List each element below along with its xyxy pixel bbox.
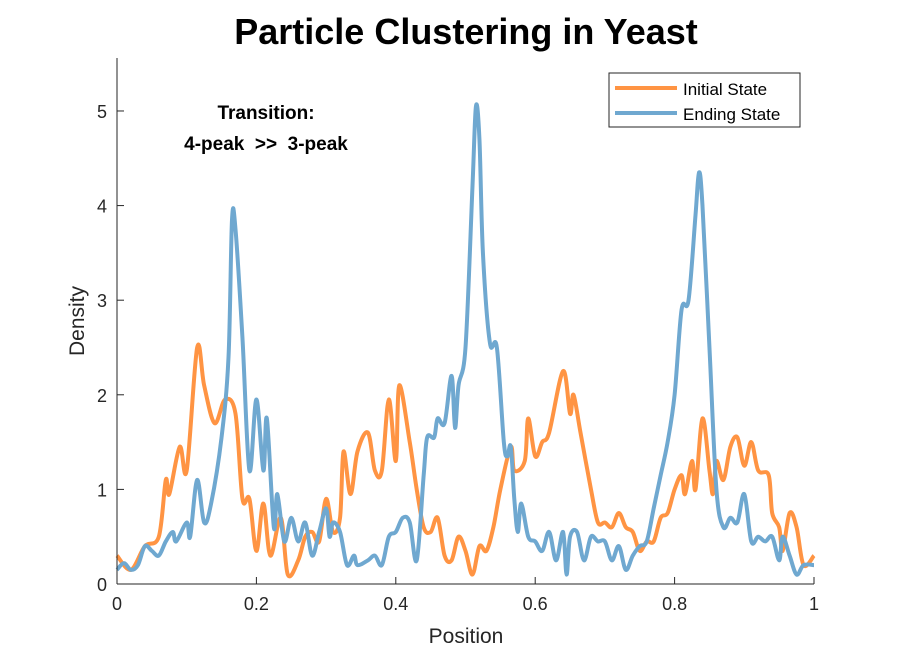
x-tick-label: 0.6	[523, 594, 548, 614]
x-tick-label: 1	[809, 594, 819, 614]
chart-title: Particle Clustering in Yeast	[234, 11, 698, 52]
legend-label-ending-state: Ending State	[683, 105, 780, 124]
legend: Initial State Ending State	[608, 72, 801, 128]
x-tick-label: 0.4	[383, 594, 408, 614]
annotation-line-2: 4-peak >> 3-peak	[184, 134, 348, 155]
legend-label-initial-state: Initial State	[683, 80, 767, 99]
x-axis-label: Position	[429, 625, 504, 648]
x-tick-label: 0.2	[244, 594, 269, 614]
series-line-initial-state	[115, 342, 816, 579]
y-tick-label: 2	[97, 386, 107, 406]
y-tick-label: 4	[97, 197, 107, 217]
y-axis-label: Density	[66, 285, 89, 356]
y-tick-label: 0	[97, 575, 107, 595]
axes: 0 0.2 0.4 0.6 0.8 1 0 1 2 3 4 5	[97, 58, 819, 614]
x-tick-label: 0.8	[662, 594, 687, 614]
y-tick-label: 5	[97, 102, 107, 122]
series-line-ending-state	[115, 102, 815, 577]
legend-box	[608, 72, 801, 128]
annotation-line-1: Transition:	[217, 103, 314, 124]
series-layer	[115, 102, 816, 579]
x-tick-label: 0	[112, 594, 122, 614]
y-tick-label: 3	[97, 291, 107, 311]
y-tick-label: 1	[97, 480, 107, 500]
